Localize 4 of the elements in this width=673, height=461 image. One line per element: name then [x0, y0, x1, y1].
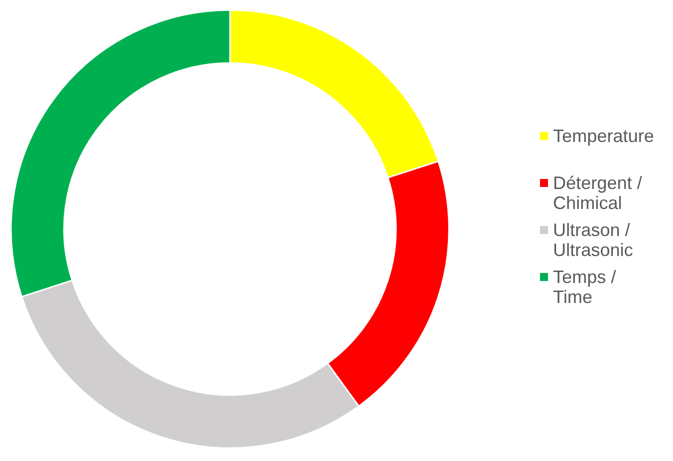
legend-label: Détergent / Chimical	[553, 172, 642, 213]
legend-label: Temperature	[553, 126, 654, 146]
legend-label: Ultrason / Ultrasonic	[553, 220, 634, 260]
legend-label: Temps / Time	[553, 266, 616, 307]
